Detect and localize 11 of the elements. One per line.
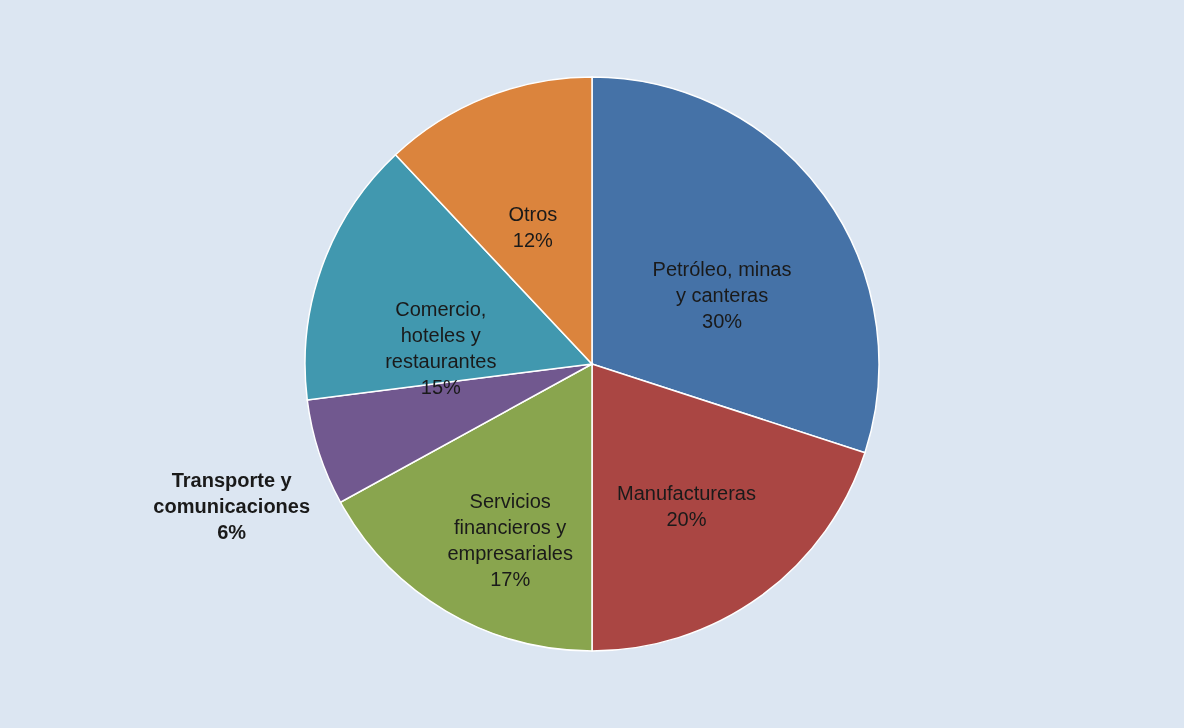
- data-label: 6%: [217, 521, 247, 544]
- data-label: 12%: [512, 228, 554, 251]
- slice-label: Transporte y comunicaciones: [153, 469, 311, 518]
- slice-label: Otros: [508, 202, 558, 225]
- data-label: 30%: [702, 309, 743, 332]
- slice-label: Servicios financieros y empresariales: [447, 490, 573, 565]
- slice-label: Manufactureras: [616, 482, 756, 505]
- slice-label: Petróleo, minas y canteras: [652, 257, 792, 306]
- data-label: 17%: [490, 568, 531, 591]
- slice-label: Comercio, hoteles y restaurantes: [385, 297, 497, 372]
- data-label: 20%: [666, 508, 707, 531]
